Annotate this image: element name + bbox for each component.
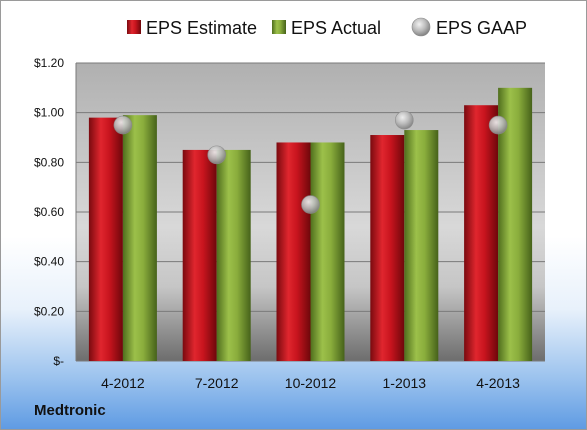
legend-label: EPS Actual — [291, 18, 381, 38]
eps-gaap-marker — [207, 145, 226, 165]
y-axis: $- $0.20 $0.40 $0.60 $0.80 $1.00 $1.20 — [34, 56, 77, 368]
eps-estimate-bar — [182, 149, 217, 361]
eps-gaap-marker — [301, 195, 320, 214]
eps-estimate-bar — [370, 135, 405, 361]
eps-gaap-legend-swatch — [411, 17, 431, 37]
eps-gaap-marker — [113, 115, 133, 135]
x-tick-label: 1-2013 — [383, 375, 427, 391]
y-tick-label: $0.80 — [34, 155, 64, 169]
eps-actual-bar — [498, 87, 533, 361]
company-name: Medtronic — [34, 402, 106, 419]
bars — [88, 87, 533, 362]
y-tick-label: $0.40 — [34, 255, 64, 269]
legend-label: EPS Estimate — [146, 18, 257, 38]
eps-gaap-marker — [394, 110, 414, 130]
eps-estimate-bar — [464, 105, 499, 361]
eps-actual-bar — [404, 130, 439, 361]
y-tick-label: $1.20 — [34, 56, 64, 70]
y-tick-label: $0.20 — [34, 304, 64, 318]
eps-actual-bar — [216, 149, 251, 361]
eps-gaap-marker — [488, 115, 508, 135]
eps-estimate-bar — [88, 117, 123, 361]
y-tick-label: $- — [53, 354, 64, 368]
eps-actual-bar — [122, 115, 157, 362]
y-tick-label: $0.60 — [34, 205, 64, 219]
x-tick-label: 7-2012 — [195, 375, 239, 391]
x-tick-label: 10-2012 — [285, 375, 337, 391]
eps-actual-legend-swatch — [272, 20, 286, 34]
legend: EPS Estimate EPS Actual EPS GAAP — [127, 17, 527, 38]
legend-label: EPS GAAP — [436, 18, 527, 38]
x-tick-label: 4-2012 — [101, 375, 145, 391]
y-tick-label: $1.00 — [34, 106, 64, 120]
gaap-markers — [113, 110, 508, 214]
eps-actual-bar — [310, 142, 345, 361]
eps-estimate-bar — [276, 142, 311, 361]
x-axis: 4-2012 7-2012 10-2012 1-2013 4-2013 — [101, 375, 520, 391]
eps-estimate-legend-swatch — [127, 20, 141, 34]
x-tick-label: 4-2013 — [476, 375, 520, 391]
